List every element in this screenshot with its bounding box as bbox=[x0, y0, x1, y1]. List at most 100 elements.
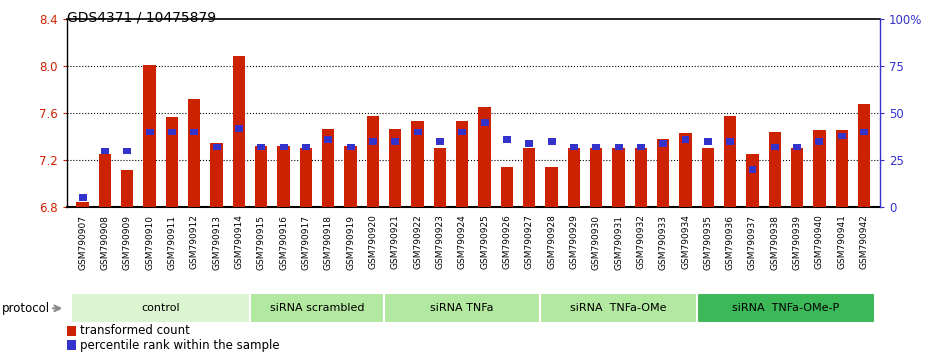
Bar bbox=[72, 293, 250, 323]
Bar bbox=[392, 138, 399, 145]
Text: protocol: protocol bbox=[2, 302, 50, 315]
Bar bbox=[749, 166, 756, 173]
Bar bbox=[168, 129, 176, 135]
Bar bbox=[858, 104, 870, 207]
Bar bbox=[540, 293, 697, 323]
Bar bbox=[697, 293, 875, 323]
Bar bbox=[704, 138, 711, 145]
Bar bbox=[232, 56, 245, 207]
Text: transformed count: transformed count bbox=[80, 325, 190, 337]
Bar bbox=[344, 146, 357, 207]
Bar bbox=[567, 148, 580, 207]
Bar bbox=[500, 167, 513, 207]
Bar bbox=[657, 139, 670, 207]
Text: GSM790927: GSM790927 bbox=[525, 215, 534, 269]
Bar bbox=[99, 154, 111, 207]
Text: siRNA  TNFa-OMe: siRNA TNFa-OMe bbox=[570, 303, 667, 313]
Bar bbox=[637, 144, 644, 150]
Bar bbox=[76, 202, 88, 207]
Bar bbox=[747, 154, 759, 207]
Text: GSM790922: GSM790922 bbox=[413, 215, 422, 269]
Bar bbox=[143, 65, 155, 207]
Text: GSM790918: GSM790918 bbox=[324, 215, 333, 269]
Bar bbox=[166, 117, 178, 207]
Bar bbox=[860, 129, 868, 135]
Bar bbox=[325, 136, 332, 143]
Bar bbox=[478, 107, 491, 207]
Bar bbox=[680, 133, 692, 207]
Text: GSM790926: GSM790926 bbox=[502, 215, 512, 269]
Bar bbox=[213, 144, 220, 150]
Bar bbox=[250, 293, 384, 323]
Text: GSM790921: GSM790921 bbox=[391, 215, 400, 269]
Bar bbox=[726, 138, 734, 145]
Bar bbox=[659, 140, 667, 147]
Bar bbox=[793, 144, 801, 150]
Text: GSM790937: GSM790937 bbox=[748, 215, 757, 269]
Bar bbox=[436, 138, 444, 145]
Text: GSM790932: GSM790932 bbox=[636, 215, 645, 269]
Text: GSM790933: GSM790933 bbox=[658, 215, 668, 269]
Text: GSM790909: GSM790909 bbox=[123, 215, 132, 269]
Text: GSM790928: GSM790928 bbox=[547, 215, 556, 269]
Bar bbox=[389, 129, 402, 207]
Bar bbox=[411, 121, 424, 207]
Text: GSM790929: GSM790929 bbox=[569, 215, 578, 269]
Bar bbox=[302, 144, 310, 150]
Text: siRNA TNFa: siRNA TNFa bbox=[431, 303, 494, 313]
Bar bbox=[366, 116, 379, 207]
Bar bbox=[255, 146, 267, 207]
Text: GSM790941: GSM790941 bbox=[837, 215, 846, 269]
Bar bbox=[299, 148, 312, 207]
Text: GSM790939: GSM790939 bbox=[792, 215, 802, 269]
Text: GDS4371 / 10475879: GDS4371 / 10475879 bbox=[67, 11, 216, 25]
Text: GSM790913: GSM790913 bbox=[212, 215, 221, 269]
Bar bbox=[481, 119, 488, 126]
Text: GSM790919: GSM790919 bbox=[346, 215, 355, 269]
Text: GSM790942: GSM790942 bbox=[859, 215, 869, 269]
Bar bbox=[414, 129, 421, 135]
Bar bbox=[433, 148, 446, 207]
Bar bbox=[101, 148, 109, 154]
Bar bbox=[146, 129, 153, 135]
Bar bbox=[523, 148, 536, 207]
Bar bbox=[503, 136, 511, 143]
Bar bbox=[322, 129, 335, 207]
Bar bbox=[280, 144, 287, 150]
Bar bbox=[347, 144, 354, 150]
Bar bbox=[210, 143, 222, 207]
Text: GSM790923: GSM790923 bbox=[435, 215, 445, 269]
Text: GSM790924: GSM790924 bbox=[458, 215, 467, 269]
Bar bbox=[121, 170, 133, 207]
Text: GSM790915: GSM790915 bbox=[257, 215, 266, 269]
Bar bbox=[615, 144, 622, 150]
Bar bbox=[771, 144, 778, 150]
Bar bbox=[456, 121, 469, 207]
Bar bbox=[79, 194, 86, 201]
Text: GSM790914: GSM790914 bbox=[234, 215, 244, 269]
Bar bbox=[682, 136, 689, 143]
Bar bbox=[258, 144, 265, 150]
Text: GSM790908: GSM790908 bbox=[100, 215, 110, 269]
Text: GSM790907: GSM790907 bbox=[78, 215, 87, 269]
Text: GSM790931: GSM790931 bbox=[614, 215, 623, 269]
Text: GSM790930: GSM790930 bbox=[591, 215, 601, 269]
Text: GSM790911: GSM790911 bbox=[167, 215, 177, 269]
Bar bbox=[525, 140, 533, 147]
Bar bbox=[724, 116, 737, 207]
Text: siRNA  TNFa-OMe-P: siRNA TNFa-OMe-P bbox=[732, 303, 840, 313]
Bar bbox=[592, 144, 600, 150]
Bar bbox=[191, 129, 198, 135]
Bar bbox=[384, 293, 540, 323]
Bar bbox=[702, 148, 714, 207]
Text: GSM790917: GSM790917 bbox=[301, 215, 311, 269]
Bar bbox=[188, 99, 200, 207]
Text: percentile rank within the sample: percentile rank within the sample bbox=[80, 339, 280, 352]
Bar bbox=[769, 132, 781, 207]
Text: GSM790910: GSM790910 bbox=[145, 215, 154, 269]
Bar bbox=[836, 130, 848, 207]
Bar bbox=[548, 138, 555, 145]
Bar bbox=[590, 148, 603, 207]
Bar bbox=[570, 144, 578, 150]
Text: GSM790934: GSM790934 bbox=[681, 215, 690, 269]
